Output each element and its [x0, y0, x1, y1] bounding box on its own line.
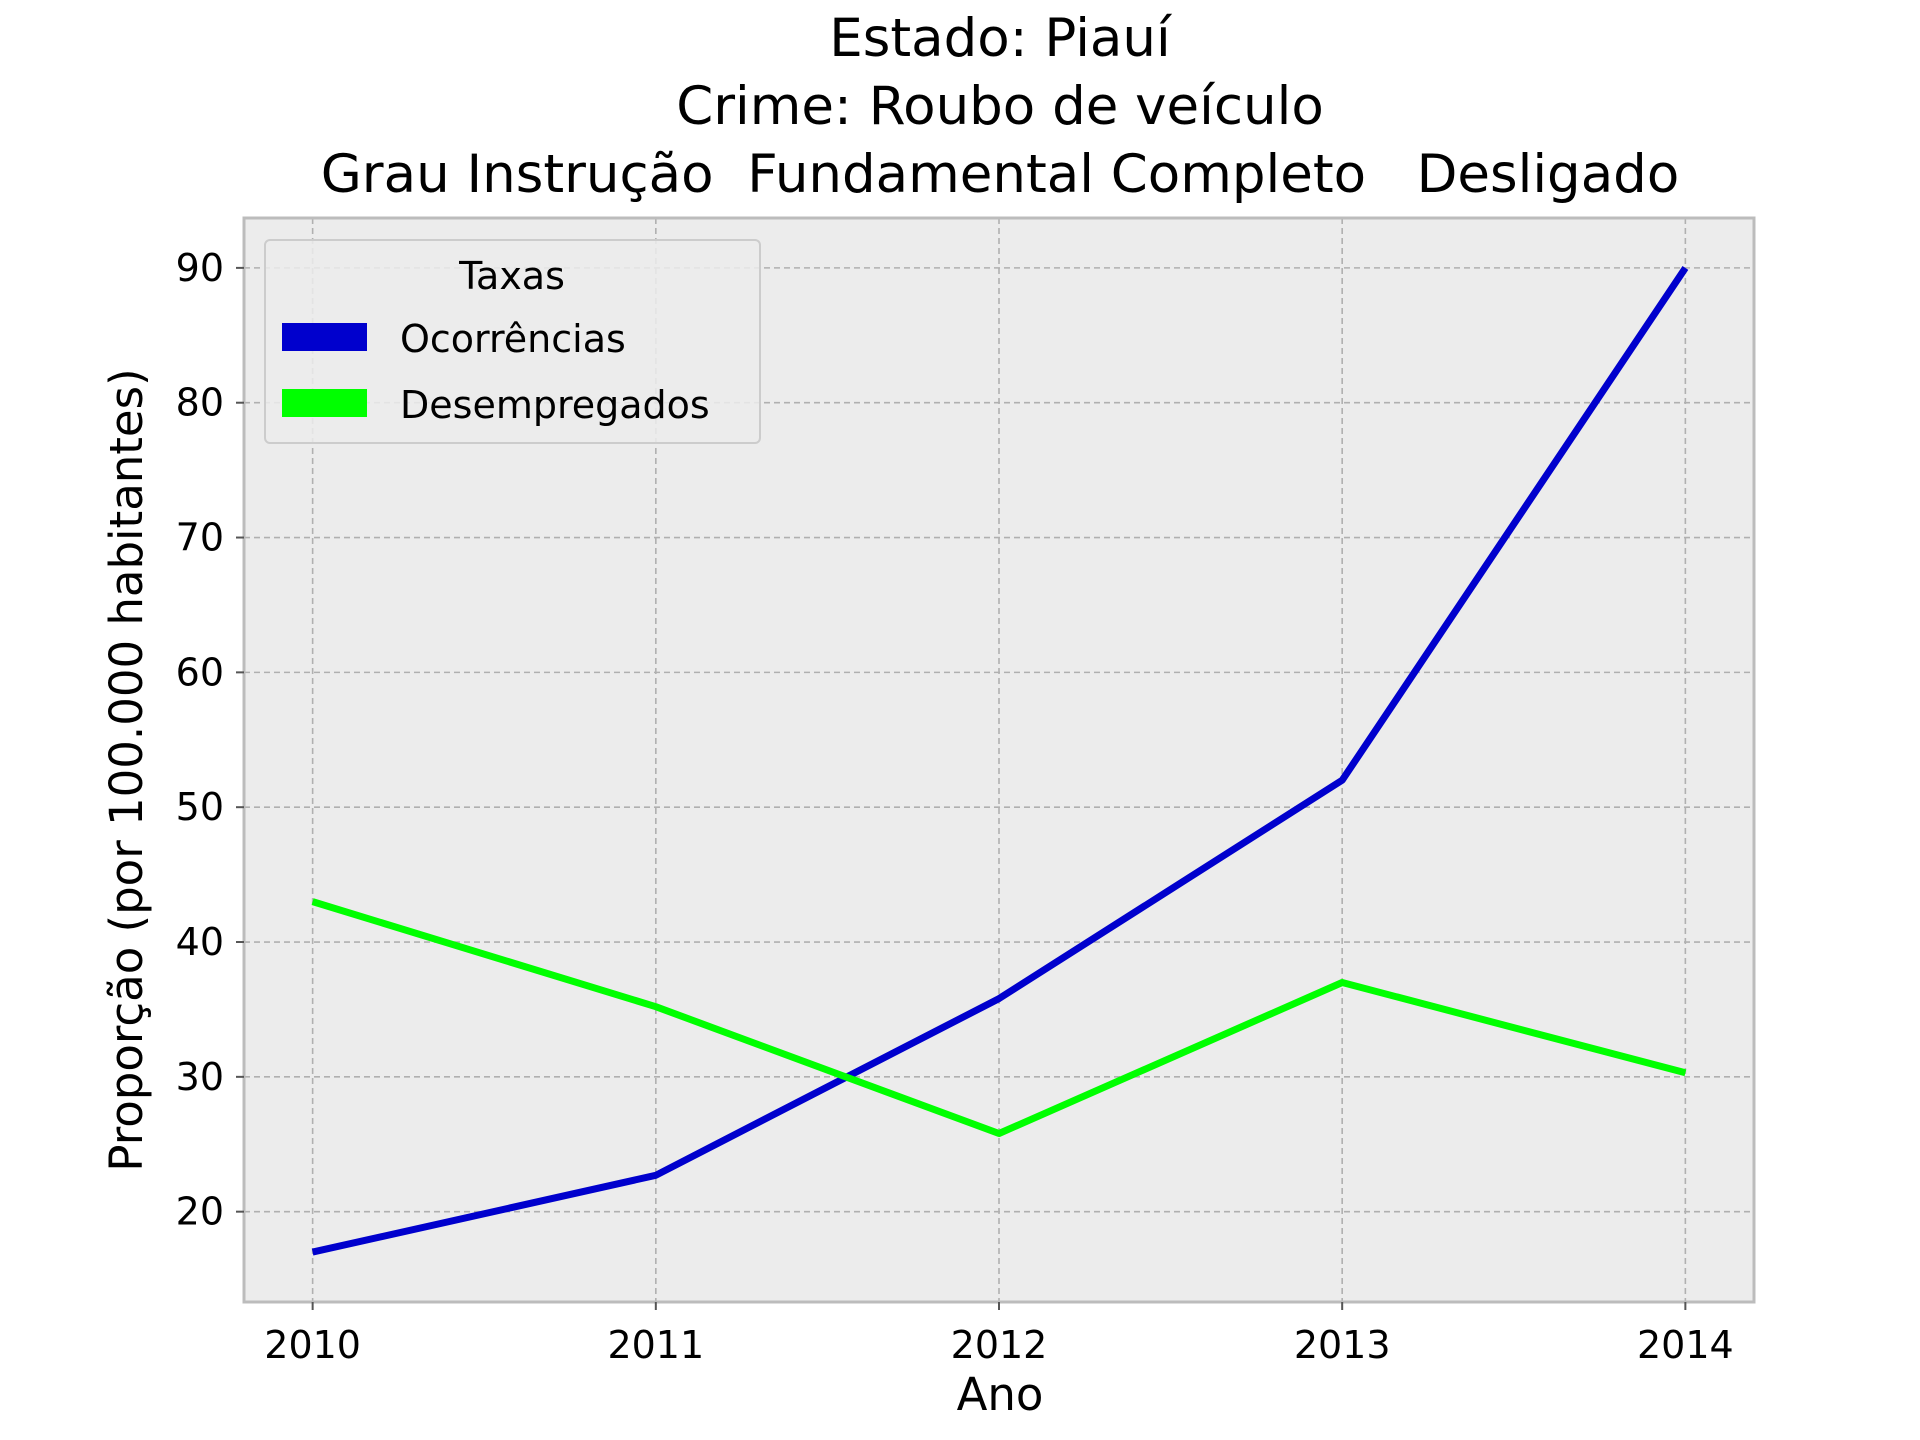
series-lines — [311, 265, 1689, 1256]
legend-swatch-desempregados — [282, 389, 367, 417]
y-tick-label: 40 — [176, 920, 224, 964]
legend: Taxas Ocorrências Desempregados — [264, 239, 761, 444]
legend-label-desempregados: Desempregados — [400, 383, 710, 427]
y-tick-label: 70 — [176, 516, 224, 560]
x-tick-label: 2013 — [1294, 1323, 1391, 1367]
x-tick-label: 2011 — [607, 1323, 704, 1367]
y-tick-label: 20 — [176, 1190, 224, 1234]
chart-title-line-1: Estado: Piauí — [829, 8, 1173, 69]
legend-swatch-ocorrencias — [282, 323, 367, 351]
legend-label-ocorrencias: Ocorrências — [400, 317, 626, 361]
y-tick-label: 60 — [176, 650, 224, 694]
y-axis-label: Proporção (por 100.000 habitantes) — [100, 368, 153, 1171]
legend-title: Taxas — [458, 254, 565, 298]
x-tick-label: 2010 — [264, 1323, 361, 1367]
y-tick-label: 50 — [176, 785, 224, 829]
x-tick-label: 2012 — [951, 1323, 1048, 1367]
y-tick-label: 90 — [176, 246, 224, 290]
y-axis-ticks: 20 30 40 50 60 70 80 90 — [176, 246, 244, 1234]
legend-box — [264, 239, 761, 444]
y-tick-label: 30 — [176, 1055, 224, 1099]
x-axis-label: Ano — [957, 1368, 1044, 1421]
chart-title-line-3: Grau Instrução Fundamental Completo Desl… — [321, 144, 1680, 205]
x-tick-label: 2014 — [1637, 1323, 1734, 1367]
y-tick-label: 80 — [176, 381, 224, 425]
x-axis-ticks: 2010 2011 2012 2013 2014 — [264, 1302, 1734, 1367]
chart-title-line-2: Crime: Roubo de veículo — [676, 76, 1324, 137]
